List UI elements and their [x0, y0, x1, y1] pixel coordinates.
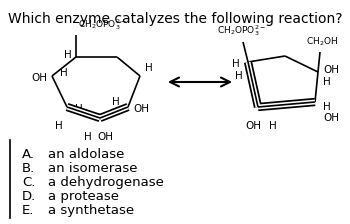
Text: a protease: a protease	[48, 190, 119, 203]
Text: OH: OH	[133, 104, 149, 114]
Text: H: H	[269, 121, 277, 131]
Text: CH$_2$OPO$_3^{2-}$: CH$_2$OPO$_3^{2-}$	[78, 17, 127, 32]
Text: an isomerase: an isomerase	[48, 162, 138, 175]
Text: CH$_2$OPO$_3^{2-}$: CH$_2$OPO$_3^{2-}$	[217, 23, 265, 38]
Text: H: H	[55, 121, 63, 131]
Text: H: H	[75, 104, 83, 114]
Text: H: H	[232, 59, 240, 69]
Text: H: H	[145, 63, 153, 73]
Text: OH: OH	[97, 132, 113, 142]
Text: OH: OH	[323, 113, 339, 123]
Text: A.: A.	[22, 148, 35, 161]
Text: Which enzyme catalyzes the following reaction?: Which enzyme catalyzes the following rea…	[8, 12, 343, 26]
Text: a dehydrogenase: a dehydrogenase	[48, 176, 164, 189]
Text: CH$_2$OH: CH$_2$OH	[306, 35, 338, 48]
Text: C.: C.	[22, 176, 35, 189]
Text: a synthetase: a synthetase	[48, 204, 134, 217]
Text: OH: OH	[245, 121, 261, 131]
Text: B.: B.	[22, 162, 35, 175]
Text: H: H	[235, 71, 243, 81]
Text: H: H	[84, 132, 92, 142]
Text: H: H	[323, 102, 331, 112]
Text: OH: OH	[31, 73, 47, 83]
Text: H: H	[323, 77, 331, 87]
Text: H: H	[112, 97, 120, 107]
Text: OH: OH	[323, 65, 339, 75]
Text: H: H	[64, 50, 72, 60]
Text: H: H	[60, 68, 68, 78]
Text: D.: D.	[22, 190, 36, 203]
Text: E.: E.	[22, 204, 34, 217]
Text: an aldolase: an aldolase	[48, 148, 124, 161]
